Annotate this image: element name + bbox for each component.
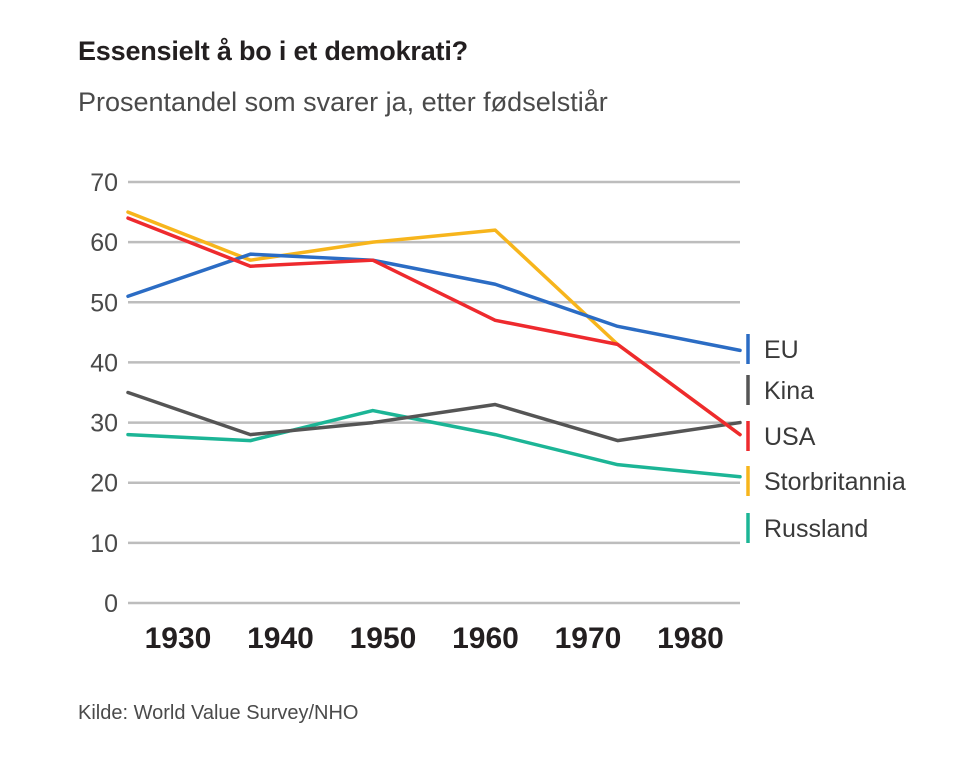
- legend-label-russland: Russland: [764, 515, 868, 543]
- source-note: Kilde: World Value Survey/NHO: [78, 702, 359, 724]
- y-tick-label: 0: [104, 590, 118, 618]
- y-tick-label: 70: [90, 169, 118, 197]
- x-tick-label: 1960: [452, 622, 519, 655]
- chart-title: Essensielt å bo i et demokrati?: [78, 36, 468, 66]
- x-tick-label: 1980: [657, 622, 724, 655]
- legend-label-eu: EU: [764, 336, 799, 364]
- chart-subtitle: Prosentandel som svarer ja, etter fødsel…: [78, 87, 608, 117]
- series-lines: [126, 210, 742, 479]
- y-tick-label: 40: [90, 349, 118, 377]
- y-tick-label: 30: [90, 410, 118, 438]
- series-line-eu: [126, 252, 742, 353]
- x-tick-label: 1930: [145, 622, 212, 655]
- gridlines: [128, 180, 740, 605]
- legend-label-kina: Kina: [764, 377, 814, 405]
- series-line-russland: [126, 408, 742, 479]
- y-tick-label: 50: [90, 289, 118, 317]
- y-tick-label: 10: [90, 530, 118, 558]
- x-axis-ticks: 1930 1940 1950 1960 1970 1980: [145, 622, 724, 655]
- y-axis-ticks: 0 10 20 30 40 50 60 70: [90, 169, 118, 618]
- x-tick-label: 1940: [247, 622, 314, 655]
- series-line-usa: [126, 216, 742, 437]
- y-tick-label: 20: [90, 470, 118, 498]
- legend-label-usa: USA: [764, 423, 816, 451]
- x-tick-label: 1950: [350, 622, 417, 655]
- y-tick-label: 60: [90, 229, 118, 257]
- x-tick-label: 1970: [555, 622, 622, 655]
- legend: EU Kina USA Storbritannia Russland: [746, 334, 906, 543]
- legend-label-storbritannia: Storbritannia: [764, 468, 906, 496]
- series-line-storbritannia: [126, 210, 742, 437]
- series-line-kina: [126, 390, 742, 443]
